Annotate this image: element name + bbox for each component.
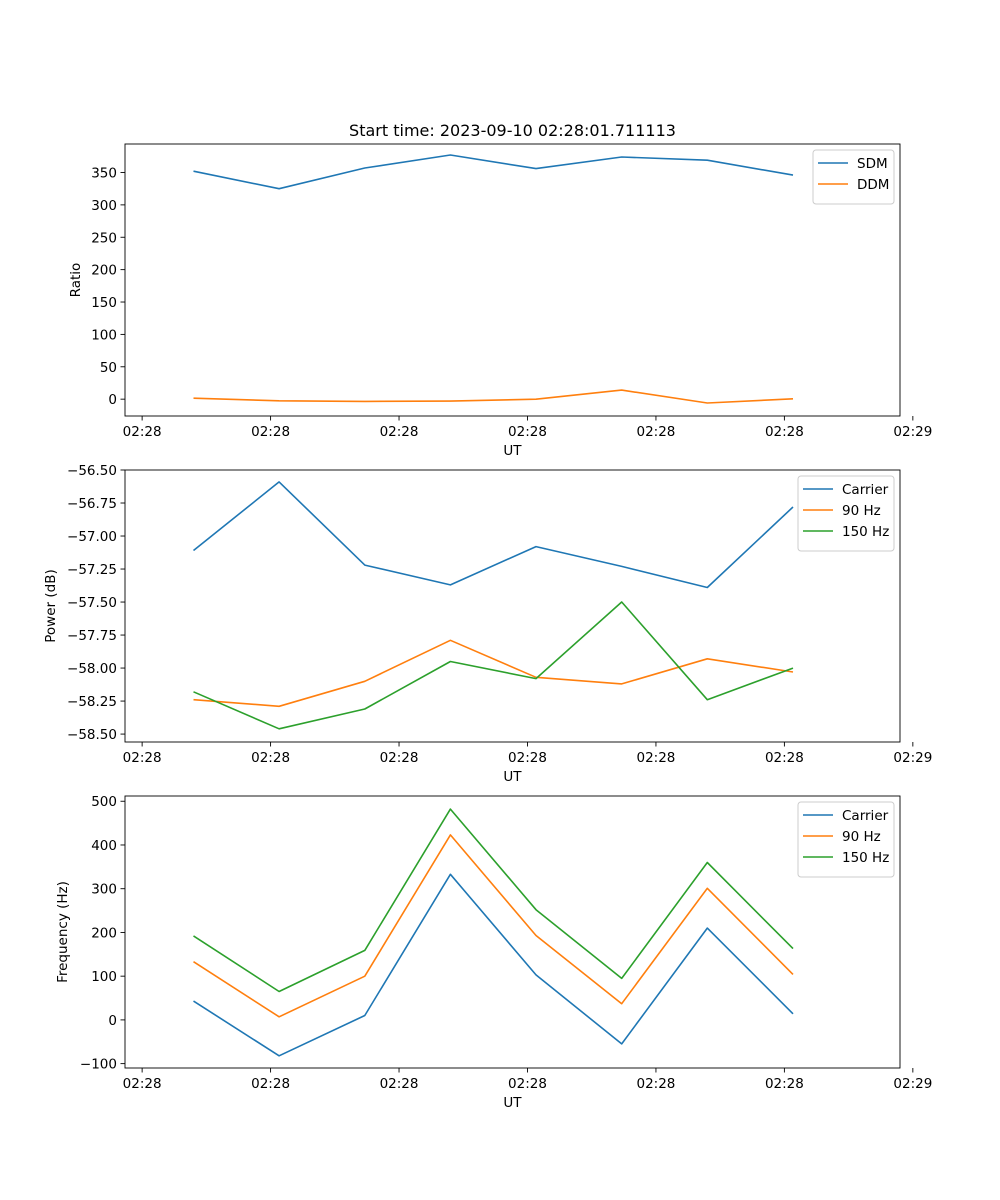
y-tick-label: 350 [91, 165, 117, 181]
x-tick-label: 02:28 [380, 750, 419, 766]
legend-label: DDM [857, 177, 889, 193]
x-tick-label: 02:28 [765, 1076, 804, 1092]
legend: SDM DDM [812, 149, 895, 205]
legend-label: 150 Hz [842, 850, 889, 866]
y-tick-label: −57.75 [67, 628, 117, 644]
x-tick-label: 02:28 [636, 750, 675, 766]
y-tick-label: −56.50 [67, 463, 117, 479]
series-line-150-hz [193, 808, 794, 993]
legend: Carrier 90 Hz 150 Hz [797, 801, 895, 878]
chart-frequency: 02:28 02:28 02:28 02:28 02:28 02:28 02:29 −100 0… [55, 794, 932, 1111]
charts-container: Start time: 2023-09-10 02:28:01.71111302… [43, 121, 932, 1111]
legend-box [797, 475, 895, 552]
x-tick-label: 02:28 [123, 424, 162, 440]
legend-label: 90 Hz [842, 503, 881, 519]
y-tick-label: 100 [91, 969, 117, 985]
legend-label: 150 Hz [842, 524, 889, 540]
x-tick-label: 02:28 [251, 1076, 290, 1092]
y-axis-label: Power (dB) [43, 569, 59, 642]
series-line-90-hz [193, 639, 794, 708]
y-tick-label: 250 [91, 230, 117, 246]
legend-label: Carrier [842, 482, 889, 498]
chart-title: Start time: 2023-09-10 02:28:01.711113 [349, 121, 676, 140]
x-tick-label: 02:28 [508, 1076, 547, 1092]
x-tick-label: 02:28 [380, 1076, 419, 1092]
chart-ratio: Start time: 2023-09-10 02:28:01.71111302… [68, 121, 932, 459]
legend-label: Carrier [842, 808, 889, 824]
x-tick-label: 02:28 [636, 424, 675, 440]
y-tick-label: 200 [91, 263, 117, 279]
y-tick-label: −56.75 [67, 496, 117, 512]
series-line-sdm [193, 154, 794, 190]
x-tick-label: 02:28 [380, 424, 419, 440]
x-tick-label: 02:28 [251, 424, 290, 440]
plot-frame [124, 469, 901, 743]
x-tick-label: 02:28 [251, 750, 290, 766]
y-tick-label: 150 [91, 295, 117, 311]
series-line-150-hz [193, 601, 794, 730]
y-tick-label: −57.50 [67, 595, 117, 611]
x-axis-label: UT [503, 443, 522, 459]
plot-frame [124, 795, 901, 1069]
y-tick-label: 500 [91, 794, 117, 810]
legend: Carrier 90 Hz 150 Hz [797, 475, 895, 552]
legend-box [797, 801, 895, 878]
y-tick-label: −57.00 [67, 529, 117, 545]
x-tick-label: 02:28 [123, 1076, 162, 1092]
x-tick-label: 02:28 [765, 424, 804, 440]
series-line-ddm [193, 389, 794, 404]
legend-label: SDM [857, 156, 888, 172]
y-tick-label: 300 [91, 198, 117, 214]
chart-power: 02:28 02:28 02:28 02:28 02:28 02:28 02:29 −58.5… [43, 463, 932, 785]
x-tick-label: 02:28 [508, 750, 547, 766]
y-tick-label: −58.00 [67, 661, 117, 677]
y-axis-label: Frequency (Hz) [55, 881, 71, 983]
x-tick-label: 02:28 [765, 750, 804, 766]
x-tick-label: 02:29 [893, 750, 932, 766]
y-tick-label: 50 [100, 360, 117, 376]
x-tick-label: 02:28 [508, 424, 547, 440]
y-tick-label: 400 [91, 838, 117, 854]
y-tick-label: −100 [80, 1057, 117, 1073]
y-tick-label: 0 [108, 392, 117, 408]
y-tick-label: 200 [91, 925, 117, 941]
x-tick-label: 02:29 [893, 424, 932, 440]
x-tick-label: 02:29 [893, 1076, 932, 1092]
series-line-carrier [193, 873, 794, 1057]
y-tick-label: 0 [108, 1013, 117, 1029]
y-tick-label: −58.25 [67, 694, 117, 710]
y-axis-label: Ratio [68, 263, 84, 298]
x-tick-label: 02:28 [123, 750, 162, 766]
plot-frame [124, 143, 901, 417]
x-tick-label: 02:28 [636, 1076, 675, 1092]
x-axis-label: UT [503, 769, 522, 785]
x-axis-label: UT [503, 1095, 522, 1111]
legend-label: 90 Hz [842, 829, 881, 845]
y-tick-label: −58.50 [67, 727, 117, 743]
y-tick-label: 100 [91, 327, 117, 343]
y-tick-label: 300 [91, 882, 117, 898]
series-line-carrier [192, 481, 794, 589]
series-line-90-hz [193, 834, 794, 1018]
y-tick-label: −57.25 [67, 562, 117, 578]
